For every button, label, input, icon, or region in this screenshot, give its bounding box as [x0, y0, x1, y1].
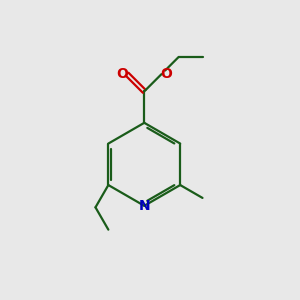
Text: O: O: [116, 67, 128, 81]
Text: O: O: [161, 67, 172, 81]
Text: N: N: [139, 199, 150, 213]
